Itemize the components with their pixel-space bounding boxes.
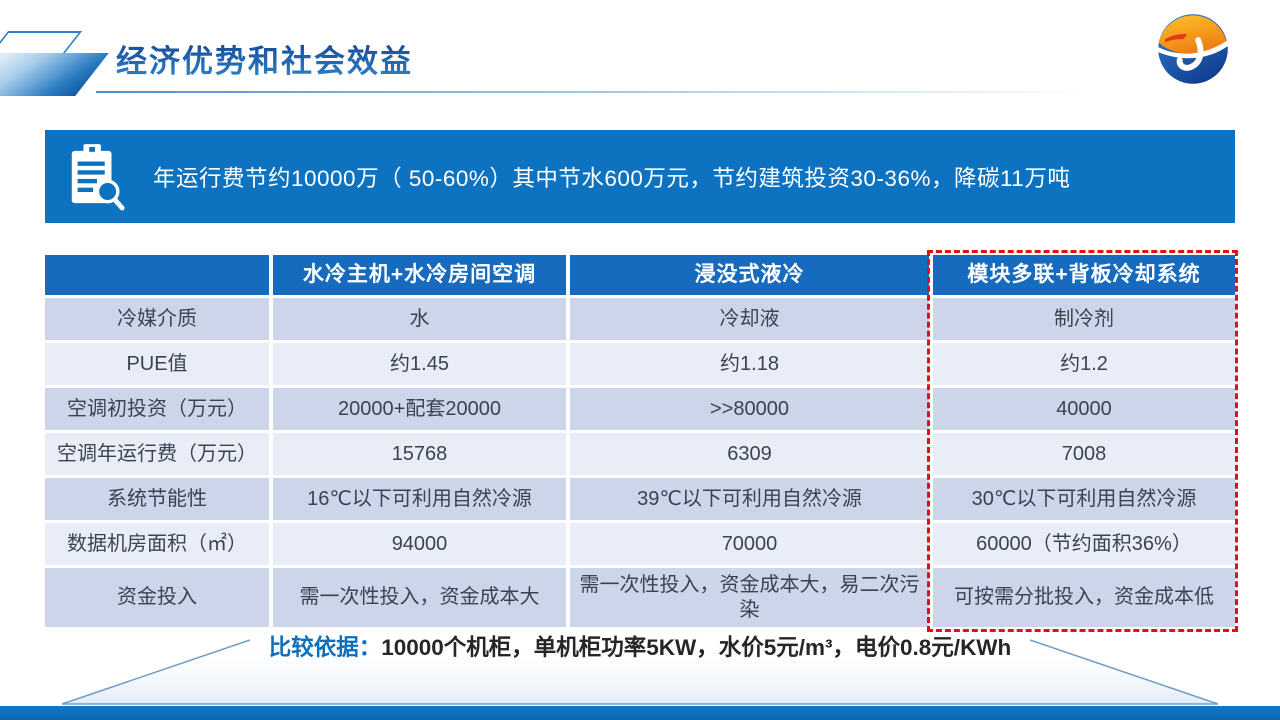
note-label: 比较依据： (268, 635, 382, 660)
table-header-cell: 水冷主机+水冷房间空调 (273, 255, 566, 295)
table-value-cell: 制冷剂 (933, 298, 1235, 340)
table-value-cell: 需一次性投入，资金成本大 (273, 568, 566, 627)
comparison-note: 比较依据：10000个机柜，单机柜功率5KW，水价5元/m³，电价0.8元/KW… (0, 630, 1280, 662)
table-value-cell: 40000 (933, 388, 1235, 430)
table-value-cell: 20000+配套20000 (273, 388, 566, 430)
bottom-decoration (61, 639, 1219, 705)
table-value-cell: 水 (273, 298, 566, 340)
clipboard-search-icon (71, 143, 125, 210)
summary-text: 年运行费节约10000万（ 50-60%）其中节水600万元，节约建筑投资30-… (153, 165, 1071, 191)
table-label-cell: 空调初投资（万元） (45, 388, 269, 430)
table-value-cell: 可按需分批投入，资金成本低 (933, 568, 1235, 627)
table-value-cell: 70000 (570, 523, 929, 565)
table-corner-cell (45, 255, 269, 295)
comparison-table: 水冷主机+水冷房间空调 浸没式液冷 模块多联+背板冷却系统冷媒介质水冷却液 制冷剂 PU… (45, 250, 1238, 632)
note-text: 10000个机柜，单机柜功率5KW，水价5元/m³，电价0.8元/KWh (381, 635, 1012, 660)
table-value-cell: 约1.2 (933, 343, 1235, 385)
table-value-cell: 约1.45 (273, 343, 566, 385)
table-header-cell: 模块多联+背板冷却系统 (933, 255, 1235, 295)
title-underline (96, 91, 1146, 93)
table-value-cell: 冷却液 (570, 298, 929, 340)
summary-banner: 年运行费节约10000万（ 50-60%）其中节水600万元，节约建筑投资30-… (45, 130, 1235, 223)
company-logo-icon (1156, 14, 1230, 84)
table-label-cell: 冷媒介质 (45, 298, 269, 340)
table-value-cell: >>80000 (570, 388, 929, 430)
title-decoration-fill (0, 53, 109, 96)
table-label-cell: 资金投入 (45, 568, 269, 627)
table-label-cell: PUE值 (45, 343, 269, 385)
table-value-cell: 39℃以下可利用自然冷源 (570, 478, 929, 520)
table-label-cell: 空调年运行费（万元） (45, 433, 269, 475)
table-header-cell: 浸没式液冷 (570, 255, 929, 295)
table-label-cell: 数据机房面积（㎡） (45, 523, 269, 565)
table-value-cell: 30℃以下可利用自然冷源 (933, 478, 1235, 520)
table-value-cell: 60000（节约面积36%） (933, 523, 1235, 565)
bottom-bar (0, 706, 1280, 720)
table-value-cell: 7008 (933, 433, 1235, 475)
table-value-cell: 6309 (570, 433, 929, 475)
page-title: 经济优势和社会效益 (116, 36, 413, 81)
table-value-cell: 约1.18 (570, 343, 929, 385)
table-value-cell: 需一次性投入，资金成本大，易二次污染 (570, 568, 929, 627)
table-value-cell: 15768 (273, 433, 566, 475)
table-value-cell: 16℃以下可利用自然冷源 (273, 478, 566, 520)
table-label-cell: 系统节能性 (45, 478, 269, 520)
table-value-cell: 94000 (273, 523, 566, 565)
